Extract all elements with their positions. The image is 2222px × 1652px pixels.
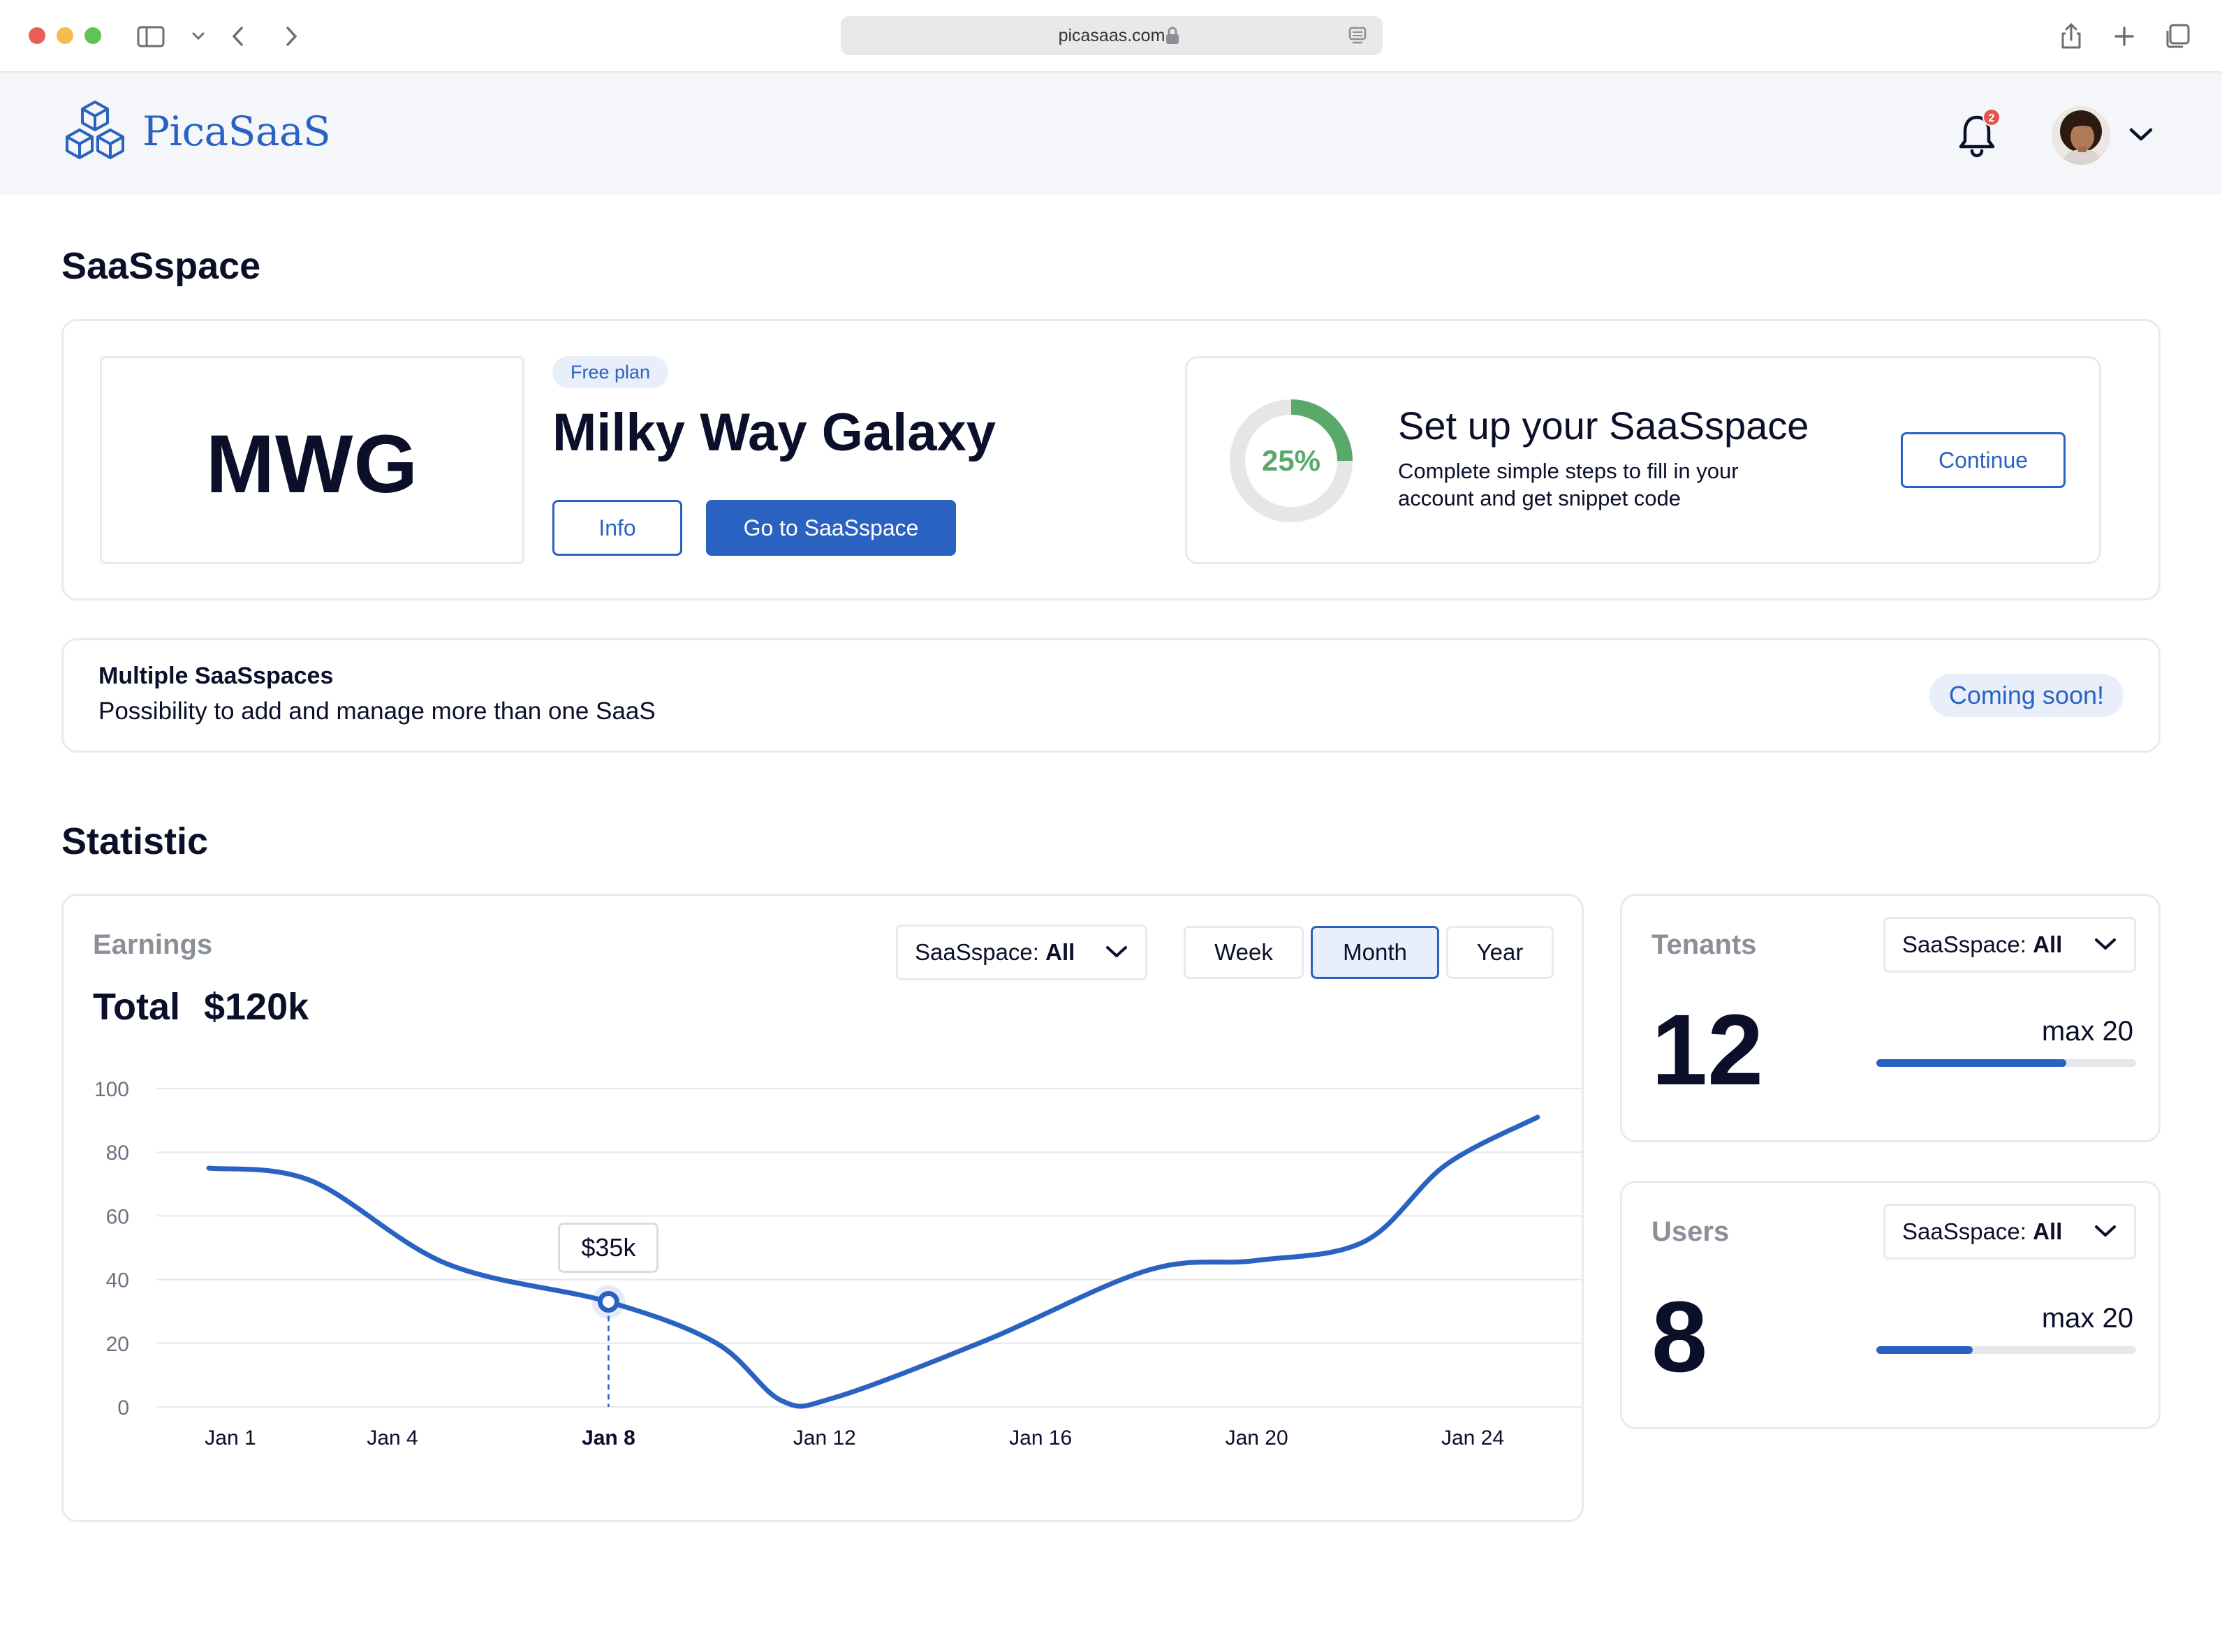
saasspace-name: Milky Way Galaxy	[552, 403, 996, 462]
multiple-saasspaces-card: Multiple SaaSspaces Possibility to add a…	[61, 638, 2161, 753]
chevron-down-icon	[2095, 1225, 2116, 1237]
lock-icon	[1166, 27, 1179, 44]
coming-soon-badge: Coming soon!	[1929, 674, 2124, 717]
multiple-saasspaces-title: Multiple SaaSspaces	[98, 663, 334, 689]
saasspace-section-title: SaaSspace	[61, 245, 261, 287]
share-icon[interactable]	[2056, 21, 2087, 52]
y-tick-label: 40	[106, 1269, 129, 1292]
tenants-card: Tenants SaaSspace: All 12 max 20	[1620, 894, 2161, 1142]
tenants-max-label: max 20	[2041, 1016, 2133, 1047]
total-value: $120k	[203, 986, 309, 1028]
chevron-down-icon	[1106, 946, 1127, 957]
user-photo-icon	[2052, 106, 2110, 165]
select-value: All	[2033, 1218, 2063, 1244]
info-button[interactable]: Info	[552, 500, 682, 556]
app-header: PicaSaaS 2	[0, 73, 2222, 195]
y-tick-label: 100	[94, 1078, 129, 1101]
earnings-series-line	[206, 1114, 1540, 1409]
chart-tooltip: $35k	[558, 1222, 659, 1273]
setup-panel: 25% Set up your SaaSspace Complete simpl…	[1185, 356, 2101, 564]
brand-name[interactable]: PicaSaaS	[142, 108, 331, 155]
earnings-line-chart: 0 20 40 60 80 100 Jan 1 Jan 4 Jan 8 Jan 12 Jan 16 J…	[94, 1078, 1582, 1450]
users-progress-bar	[1876, 1346, 2136, 1354]
reader-icon[interactable]	[1348, 26, 1367, 45]
forward-icon[interactable]	[275, 21, 306, 52]
setup-progress-ring	[1230, 399, 1353, 522]
saasspace-card: MWG Free plan Milky Way Galaxy Info Go t…	[61, 319, 2161, 600]
period-tab-month[interactable]: Month	[1311, 926, 1439, 979]
address-bar[interactable]: picasaas.com	[841, 16, 1383, 55]
new-tab-icon[interactable]	[2109, 21, 2140, 52]
close-window-button[interactable]	[29, 27, 45, 44]
tenants-progress-bar	[1876, 1059, 2136, 1067]
period-tab-year[interactable]: Year	[1446, 926, 1554, 979]
continue-button[interactable]: Continue	[1901, 432, 2066, 488]
earnings-label: Earnings	[93, 929, 213, 960]
x-tick-label: Jan 4	[367, 1426, 418, 1450]
x-tick-label: Jan 12	[793, 1426, 856, 1450]
users-card: Users SaaSspace: All 8 max 20	[1620, 1181, 2161, 1429]
avatar[interactable]	[2052, 106, 2110, 165]
select-prefix: SaaSspace:	[1902, 1218, 2026, 1244]
tenants-count: 12	[1651, 994, 1764, 1106]
saasspace-initials: MWG	[205, 418, 419, 510]
y-tick-label: 80	[106, 1142, 129, 1165]
y-tick-label: 0	[117, 1396, 129, 1419]
period-tab-week[interactable]: Week	[1184, 926, 1304, 979]
maximize-window-button[interactable]	[84, 27, 101, 44]
users-label: Users	[1651, 1216, 1730, 1247]
browser-toolbar: picasaas.com	[0, 0, 2222, 73]
setup-progress-label: 25%	[1261, 444, 1321, 477]
cubes-logo-icon[interactable]	[61, 98, 128, 165]
tenants-saasspace-select[interactable]: SaaSspace: All	[1883, 917, 2136, 973]
chevron-down-icon[interactable]	[2127, 126, 2155, 144]
earnings-total: Total $120k	[93, 985, 309, 1028]
chevron-down-icon	[2095, 938, 2116, 950]
total-label: Total	[93, 986, 180, 1028]
x-tick-label: Jan 20	[1226, 1426, 1288, 1450]
tabs-icon[interactable]	[2162, 21, 2193, 52]
users-max-label: max 20	[2041, 1303, 2133, 1334]
multiple-saasspaces-description: Possibility to add and manage more than …	[98, 698, 656, 725]
select-prefix: SaaSspace:	[915, 939, 1039, 965]
plan-badge: Free plan	[552, 356, 669, 388]
url-text: picasaas.com	[1058, 26, 1165, 45]
x-tick-label: Jan 16	[1009, 1426, 1072, 1450]
go-to-saasspace-button[interactable]: Go to SaaSspace	[706, 500, 956, 556]
x-tick-label: Jan 8	[582, 1426, 635, 1450]
select-value: All	[2033, 931, 2063, 957]
sidebar-icon[interactable]	[135, 21, 166, 52]
select-value: All	[1045, 939, 1075, 965]
y-tick-label: 60	[106, 1205, 129, 1228]
highlight-point	[597, 1291, 619, 1313]
setup-title: Set up your SaaSspace	[1398, 404, 1809, 448]
setup-description: Complete simple steps to fill in your ac…	[1398, 459, 1739, 510]
tenants-progress-fill	[1876, 1059, 2066, 1067]
saasspace-logo-box: MWG	[100, 356, 524, 564]
earnings-saasspace-select[interactable]: SaaSspace: All	[896, 924, 1147, 980]
tenants-label: Tenants	[1651, 929, 1757, 960]
chevron-down-icon[interactable]	[183, 21, 214, 52]
notification-badge: 2	[1982, 108, 2001, 126]
statistic-section-title: Statistic	[61, 820, 209, 862]
earnings-card: Earnings Total $120k SaaSspace: All Week …	[61, 894, 1584, 1522]
y-tick-label: 20	[106, 1333, 129, 1356]
users-saasspace-select[interactable]: SaaSspace: All	[1883, 1204, 2136, 1260]
users-progress-fill	[1876, 1346, 1973, 1354]
x-tick-label: Jan 24	[1441, 1426, 1504, 1450]
minimize-window-button[interactable]	[57, 27, 73, 44]
back-icon[interactable]	[223, 21, 254, 52]
x-tick-label: Jan 1	[205, 1426, 256, 1450]
select-prefix: SaaSspace:	[1902, 931, 2026, 957]
users-count: 8	[1651, 1281, 1708, 1393]
